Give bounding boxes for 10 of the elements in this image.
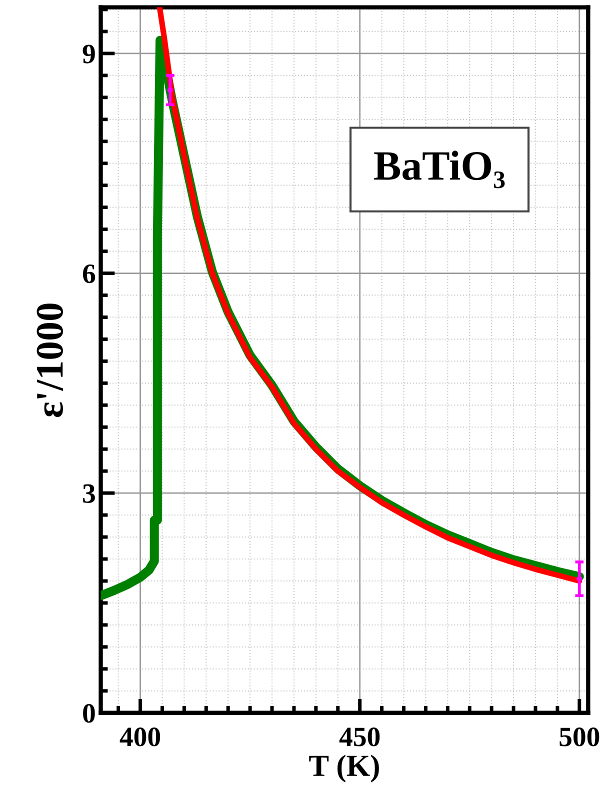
y-tick-label: 6	[82, 264, 96, 284]
y-tick-label: 0	[83, 704, 95, 723]
y-tick-label: 9	[82, 44, 95, 64]
x-tick-label: 450	[339, 728, 380, 746]
x-axis-title: T (K)	[309, 754, 379, 782]
x-tick-label: 500	[560, 728, 600, 746]
y-axis-title: ε'/1000	[36, 304, 63, 418]
x-tick-label: 400	[120, 728, 160, 746]
annotation: BaTiO₃	[374, 150, 505, 188]
y-tick-label: 3	[83, 484, 95, 503]
